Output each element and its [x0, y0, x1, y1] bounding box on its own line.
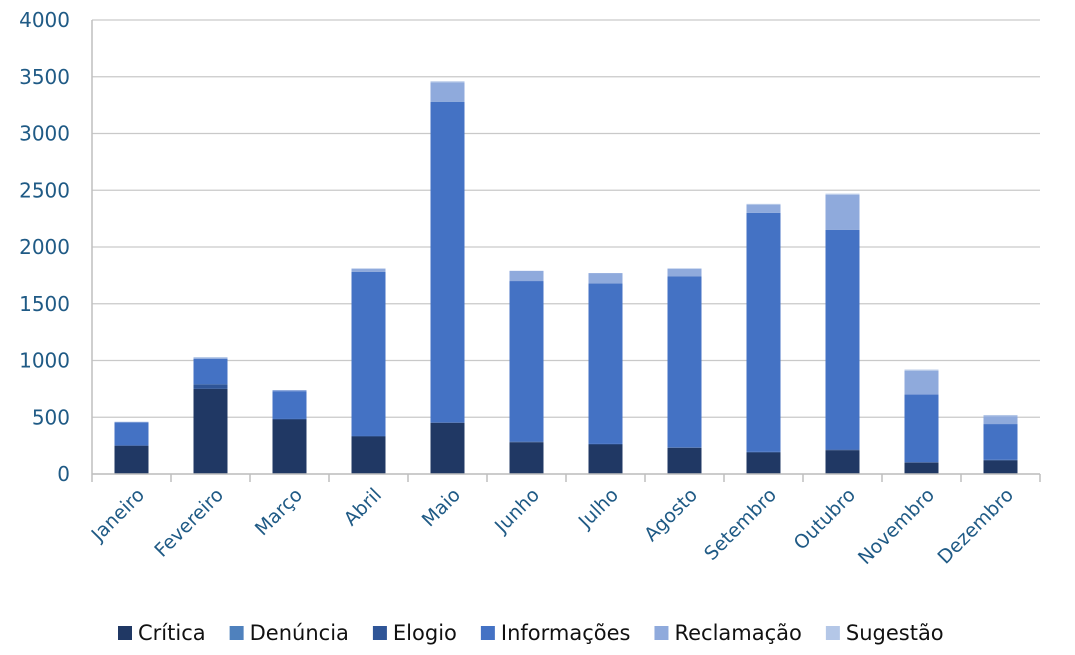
bar-segment — [667, 447, 702, 474]
bar-segment — [825, 450, 860, 474]
y-tick-label: 1500 — [19, 292, 70, 316]
bar-segment — [509, 270, 544, 282]
bar-segment — [193, 358, 228, 385]
gridlines — [92, 19, 1040, 475]
bar-segment — [667, 268, 702, 277]
bar-segment — [430, 422, 465, 423]
y-tick-label: 4000 — [19, 8, 70, 32]
x-tick-label: Julho — [574, 484, 623, 533]
y-tick-label: 3000 — [19, 122, 70, 146]
legend-label: Crítica — [138, 621, 206, 645]
y-tick-label: 500 — [32, 405, 70, 429]
legend-item: Reclamação — [654, 621, 802, 645]
bar-segment — [667, 276, 702, 448]
legend-item: Crítica — [118, 621, 206, 645]
bar-segment — [983, 459, 1018, 461]
bar-segment — [588, 273, 623, 284]
legend-label: Denúncia — [250, 621, 349, 645]
bar-segment — [114, 421, 149, 423]
bar-segment — [193, 384, 228, 389]
bar-segment — [588, 283, 623, 444]
x-tick-label: Junho — [490, 484, 544, 538]
legend-item: Informações — [480, 621, 631, 645]
bar-segment — [114, 445, 149, 474]
bar-segment — [746, 452, 781, 474]
bar-segment — [430, 81, 465, 83]
x-axis-labels: Janeiro Fevereiro Março Abril Maio Junho Julho… — [87, 484, 1018, 569]
bar-segment — [825, 229, 860, 450]
bar-segment — [193, 357, 228, 359]
x-tick-label: Março — [251, 484, 307, 540]
y-tick-label: 2000 — [19, 235, 70, 259]
y-axis-ticks: 0 500 1000 1500 2000 2500 3000 3500 4000 — [19, 8, 70, 486]
legend-item: Elogio — [372, 621, 457, 645]
bar-segment — [509, 442, 544, 474]
legend-label: Elogio — [393, 621, 457, 645]
bar-segment — [509, 281, 544, 442]
legend: Crítica Denúncia Elogio Informações Reclamaç… — [118, 621, 944, 645]
bar-segment — [351, 271, 386, 436]
bar-segment — [351, 268, 386, 272]
bar-segment — [746, 212, 781, 452]
bar-segment — [272, 418, 307, 420]
legend-swatch — [480, 626, 495, 640]
bar-segment — [509, 441, 544, 443]
legend-swatch — [229, 626, 244, 640]
bar-segment — [351, 436, 386, 474]
axes — [91, 20, 1041, 482]
bar-segment — [114, 422, 149, 446]
bar-segment — [588, 444, 623, 474]
legend-item: Denúncia — [229, 621, 349, 645]
x-tick-label: Agosto — [640, 484, 702, 546]
bar-segment — [588, 443, 623, 445]
legend-label: Informações — [501, 621, 631, 645]
legend-label: Sugestão — [846, 621, 944, 645]
legend-swatch — [372, 626, 387, 640]
bar-segment — [272, 391, 307, 419]
bar-segment — [272, 419, 307, 474]
bar-segment — [351, 435, 386, 437]
bar-segment — [746, 451, 781, 453]
bar-segment — [430, 422, 465, 474]
bar-segment — [430, 101, 465, 423]
x-tick-label: Fevereiro — [150, 484, 228, 562]
x-tick-label: Novembro — [854, 484, 939, 569]
bar-segment — [983, 460, 1018, 474]
legend-item: Sugestão — [825, 621, 944, 645]
bar-segment — [904, 394, 939, 463]
x-tick-label: Maio — [418, 484, 465, 531]
y-tick-label: 1000 — [19, 349, 70, 373]
bar-segment — [430, 82, 465, 102]
bar-segment — [983, 424, 1018, 460]
bar-segment — [904, 369, 939, 371]
y-tick-label: 2500 — [19, 178, 70, 202]
bar-segment — [825, 193, 860, 195]
bar-segment — [272, 390, 307, 392]
x-tick-label: Abril — [340, 484, 386, 530]
bar-segment — [904, 462, 939, 463]
bars — [114, 81, 1018, 474]
x-tick-label: Setembro — [700, 484, 781, 565]
bar-segment — [904, 462, 939, 474]
y-tick-label: 0 — [57, 462, 70, 486]
bar-segment — [825, 194, 860, 230]
legend-label: Reclamação — [674, 621, 801, 645]
bar-segment — [904, 370, 939, 395]
bar-segment — [983, 414, 1018, 417]
x-tick-label: Outubro — [790, 484, 860, 554]
legend-swatch — [118, 626, 132, 640]
x-tick-label: Janeiro — [87, 484, 149, 546]
legend-swatch — [825, 626, 840, 640]
bar-segment — [667, 447, 702, 448]
bar-segment — [983, 416, 1018, 425]
bar-segment — [746, 203, 781, 206]
bar-segment — [825, 449, 860, 451]
legend-swatch — [654, 626, 669, 640]
bar-segment — [746, 205, 781, 213]
y-tick-label: 3500 — [19, 65, 70, 89]
x-tick-label: Dezembro — [933, 484, 1018, 569]
bar-segment — [193, 388, 228, 474]
bar-segment — [193, 357, 228, 358]
